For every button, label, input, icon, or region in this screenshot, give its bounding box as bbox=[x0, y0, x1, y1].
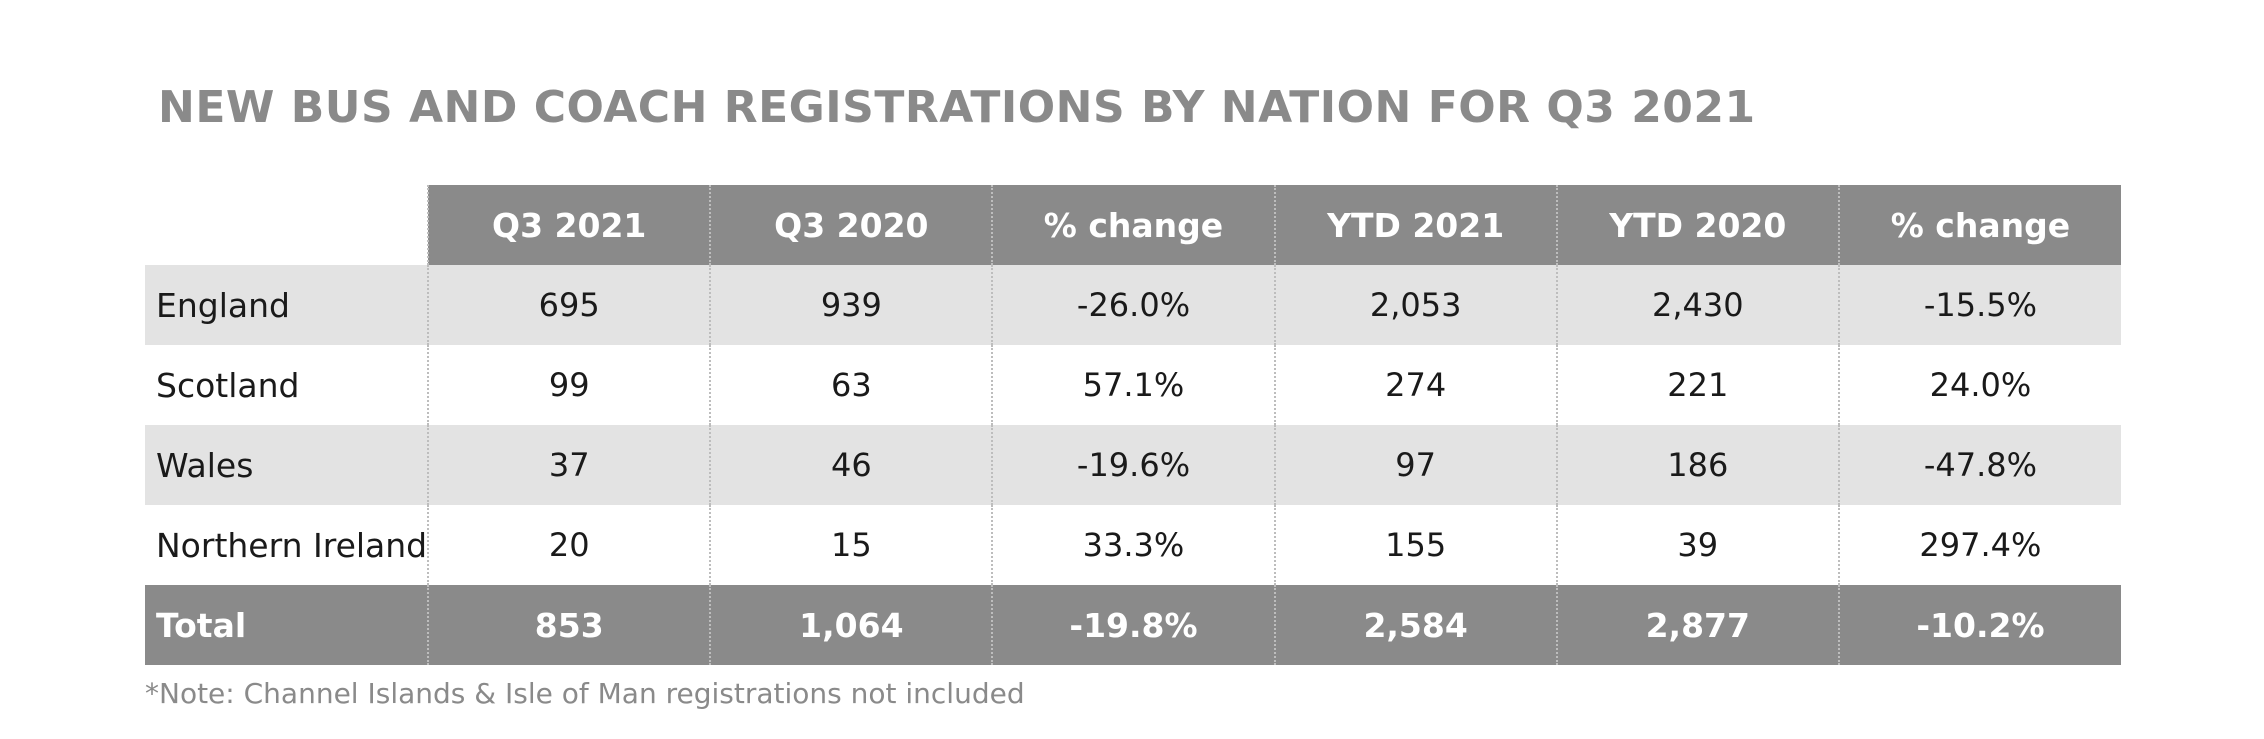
column-header: YTD 2021 bbox=[1273, 185, 1557, 265]
table-cell: 20 bbox=[427, 505, 711, 585]
table-cell: 97 bbox=[1273, 425, 1557, 505]
row-label: Scotland bbox=[145, 345, 429, 425]
table-cell: 297.4% bbox=[1837, 505, 2121, 585]
column-header: YTD 2020 bbox=[1555, 185, 1839, 265]
table-cell: 186 bbox=[1555, 425, 1839, 505]
table-cell: 63 bbox=[709, 345, 993, 425]
header-blank-cell bbox=[145, 185, 429, 265]
total-cell: -10.2% bbox=[1837, 585, 2121, 665]
total-cell: 2,877 bbox=[1555, 585, 1839, 665]
table-cell: 33.3% bbox=[991, 505, 1275, 585]
table-cell: -26.0% bbox=[991, 265, 1275, 345]
column-header: Q3 2021 bbox=[427, 185, 711, 265]
table-cell: 46 bbox=[709, 425, 993, 505]
table-row: Wales 37 46 -19.6% 97 186 -47.8% bbox=[145, 425, 2121, 505]
table-cell: -19.6% bbox=[991, 425, 1275, 505]
table-cell: -47.8% bbox=[1837, 425, 2121, 505]
table-cell: 2,430 bbox=[1555, 265, 1839, 345]
table-cell: 274 bbox=[1273, 345, 1557, 425]
registrations-table: Q3 2021 Q3 2020 % change YTD 2021 YTD 20… bbox=[145, 185, 2121, 665]
table-header-row: Q3 2021 Q3 2020 % change YTD 2021 YTD 20… bbox=[145, 185, 2121, 265]
table-cell: 695 bbox=[427, 265, 711, 345]
row-label: England bbox=[145, 265, 429, 345]
total-cell: -19.8% bbox=[991, 585, 1275, 665]
table-cell: 15 bbox=[709, 505, 993, 585]
total-cell: 853 bbox=[427, 585, 711, 665]
table-cell: 99 bbox=[427, 345, 711, 425]
table-row: England 695 939 -26.0% 2,053 2,430 -15.5… bbox=[145, 265, 2121, 345]
total-cell: 2,584 bbox=[1273, 585, 1557, 665]
table-cell: 2,053 bbox=[1273, 265, 1557, 345]
column-header: Q3 2020 bbox=[709, 185, 993, 265]
column-header: % change bbox=[991, 185, 1275, 265]
table-cell: 24.0% bbox=[1837, 345, 2121, 425]
table-cell: 37 bbox=[427, 425, 711, 505]
table-cell: 155 bbox=[1273, 505, 1557, 585]
total-row: Total 853 1,064 -19.8% 2,584 2,877 -10.2… bbox=[145, 585, 2121, 665]
table-cell: -15.5% bbox=[1837, 265, 2121, 345]
row-label: Northern Ireland bbox=[145, 505, 429, 585]
table-cell: 939 bbox=[709, 265, 993, 345]
page-title: NEW BUS AND COACH REGISTRATIONS BY NATIO… bbox=[158, 82, 1756, 133]
total-cell: 1,064 bbox=[709, 585, 993, 665]
column-header: % change bbox=[1837, 185, 2121, 265]
table-row: Scotland 99 63 57.1% 274 221 24.0% bbox=[145, 345, 2121, 425]
footnote: *Note: Channel Islands & Isle of Man reg… bbox=[145, 677, 1025, 710]
table-cell: 39 bbox=[1555, 505, 1839, 585]
table-row: Northern Ireland 20 15 33.3% 155 39 297.… bbox=[145, 505, 2121, 585]
row-label: Wales bbox=[145, 425, 429, 505]
table-cell: 57.1% bbox=[991, 345, 1275, 425]
table-cell: 221 bbox=[1555, 345, 1839, 425]
total-label: Total bbox=[145, 585, 429, 665]
